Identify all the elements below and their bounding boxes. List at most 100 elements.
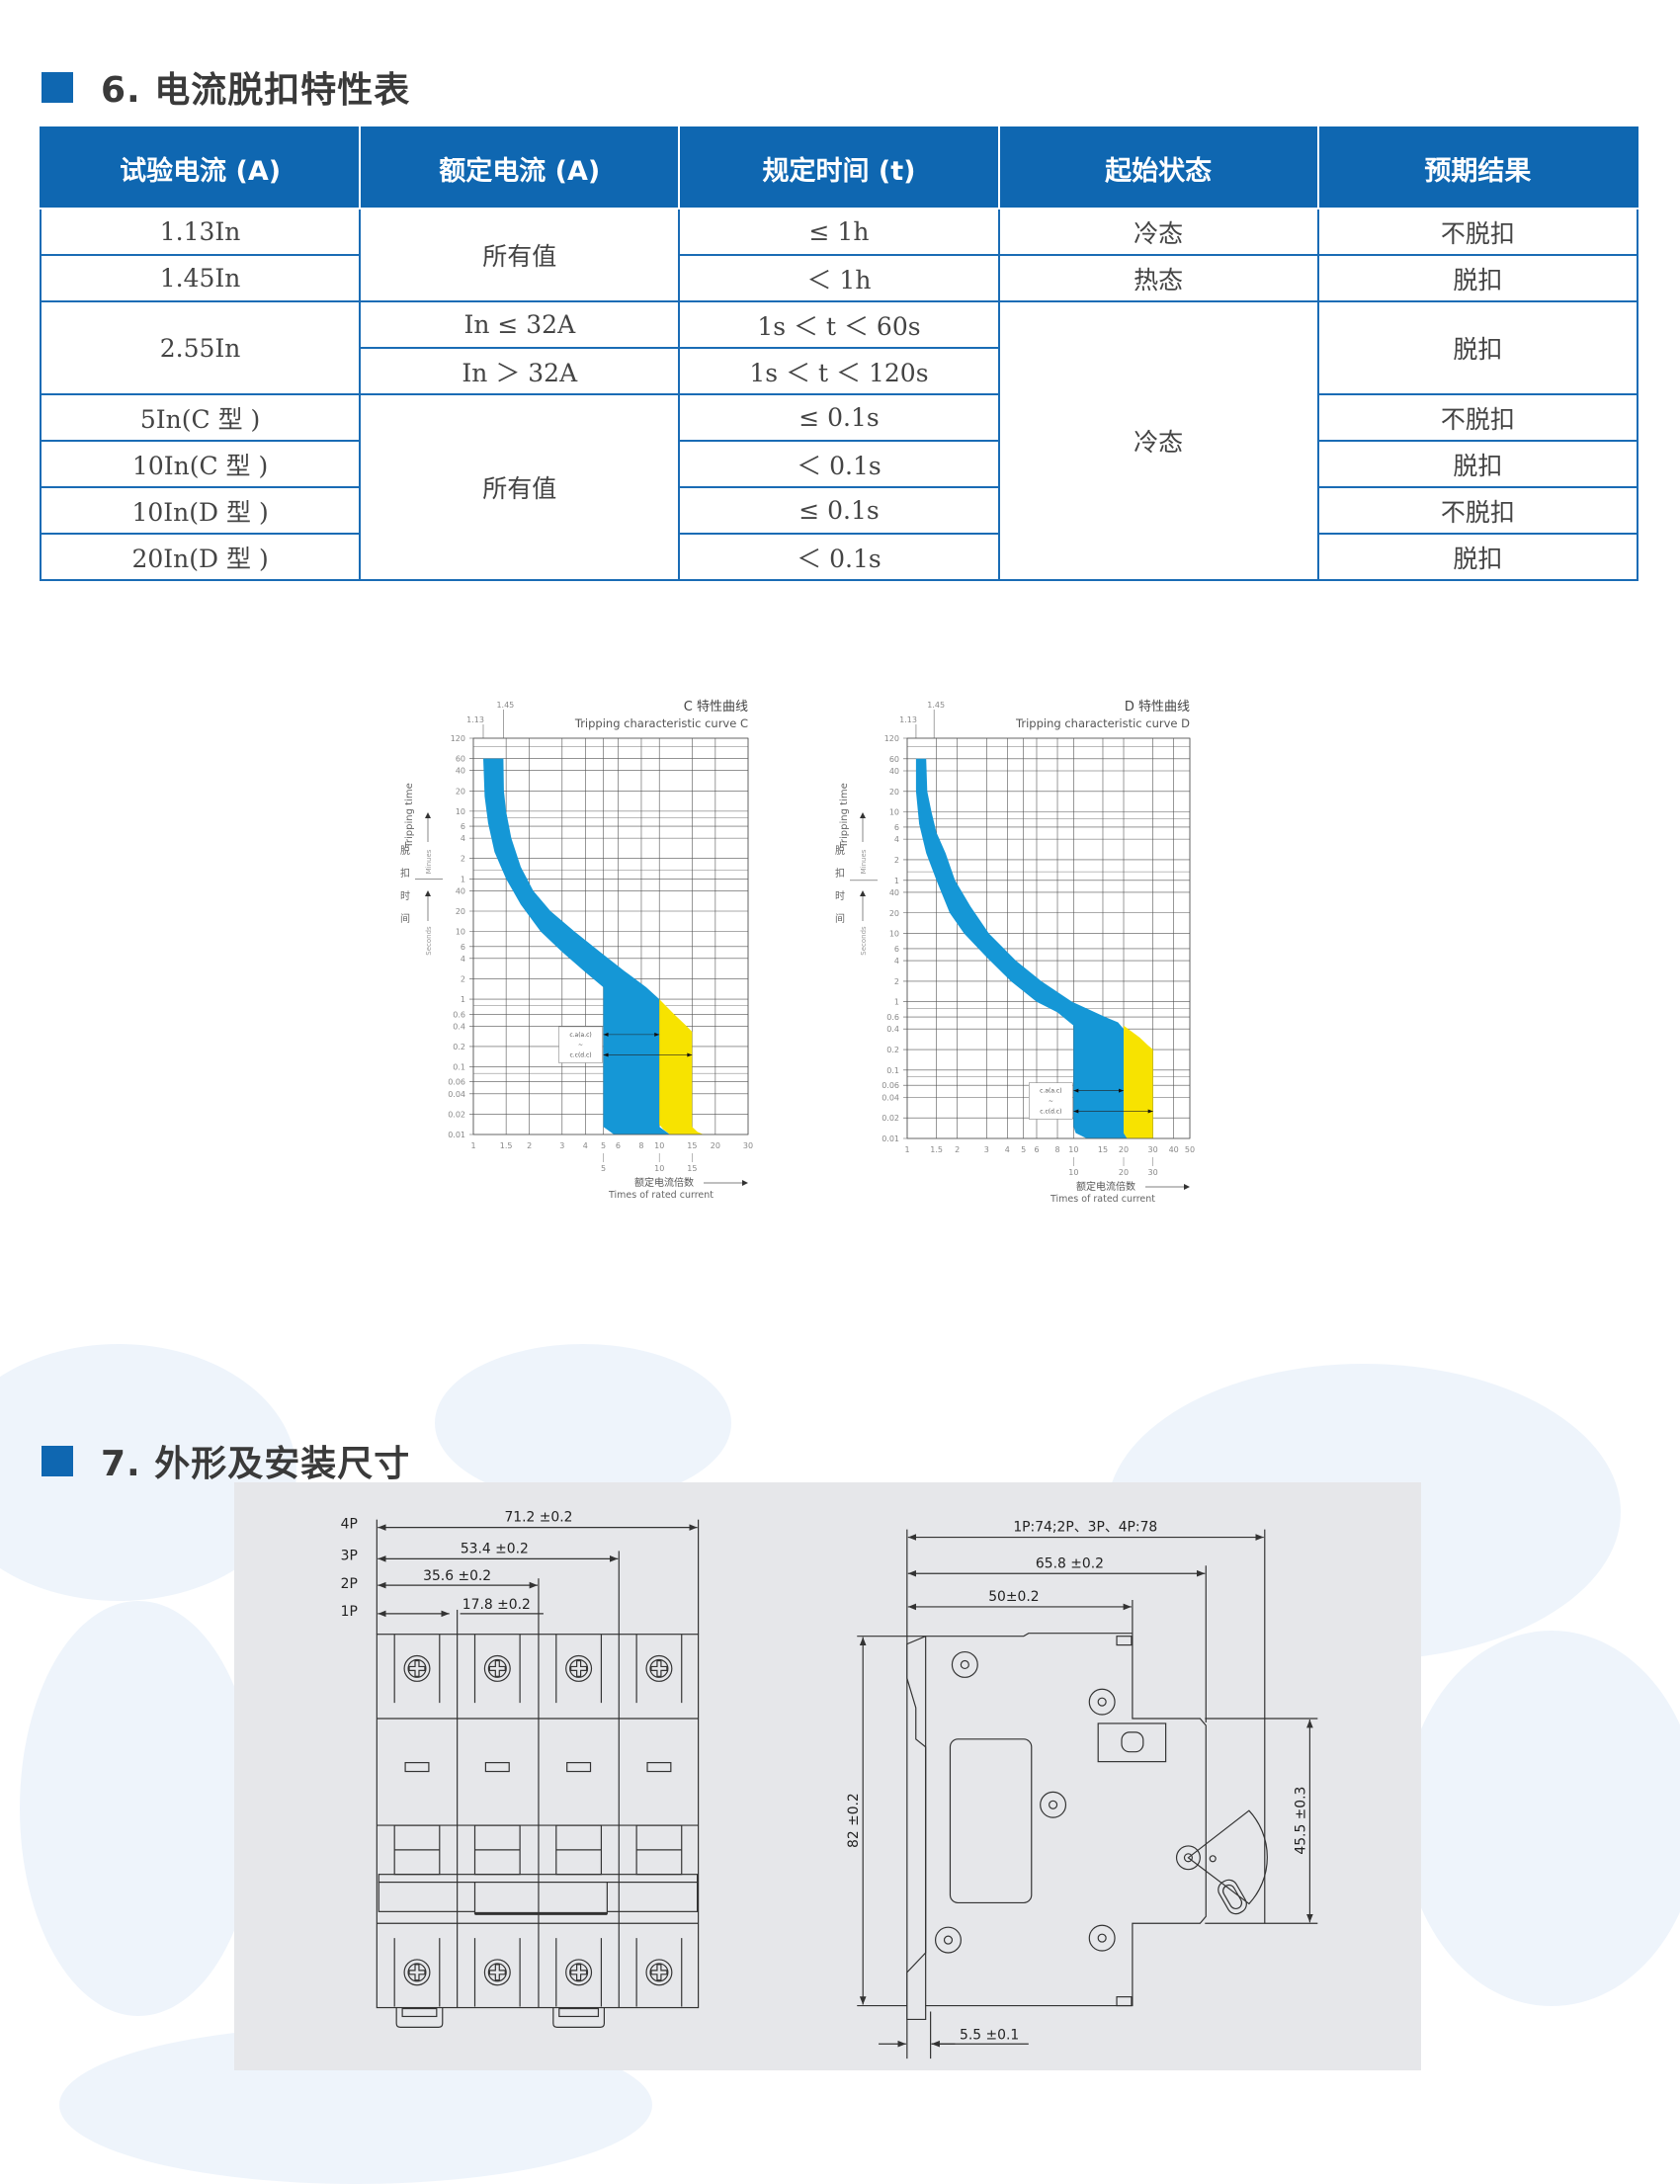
cell-result: 不脱扣 <box>1316 208 1639 256</box>
table-row: 1.45In ＜ 1h 热态 脱扣 <box>39 254 1639 302</box>
y-tick-label: 20 <box>889 909 899 918</box>
cell-test-current: 2.55In <box>39 300 362 395</box>
annotation-box <box>1029 1082 1073 1120</box>
marker-label: 1.13 <box>899 715 917 724</box>
y-tick-label: 2 <box>894 856 899 865</box>
height-label: 82 ±0.2 <box>846 1793 862 1848</box>
y-axis-label-cn: 脱 <box>400 844 410 857</box>
cell-state: 热态 <box>997 254 1319 302</box>
x-tick-label: 10 <box>1068 1145 1078 1154</box>
cell-rated-current: In ＞ 32A <box>359 347 681 395</box>
x-axis-label: Times of rated current <box>608 1190 714 1201</box>
x-tick-label: 3 <box>984 1145 989 1154</box>
width-1p: 17.8 ±0.2 <box>462 1597 531 1613</box>
terminal-screw-icon <box>403 1654 431 1682</box>
terminal-screw-icon <box>487 1658 507 1678</box>
x-secondary-tick-label: 30 <box>1148 1168 1158 1177</box>
side-dimension-labels: 1P:74;2P、3P、4P:78 65.8 ±0.2 50±0.2 82 ±0… <box>846 1520 1308 2044</box>
terminal-screw-icon <box>407 1658 427 1678</box>
table-row: 1.13In 所有值 ≤ 1h 冷态 不脱扣 <box>39 208 1639 302</box>
x-tick-label: 3 <box>559 1141 564 1150</box>
col-initial-state: 起始状态 <box>997 126 1319 210</box>
cell-time: ＜ 0.1s <box>678 440 1000 488</box>
plot-frame <box>472 737 749 1135</box>
table-row: 10In(C 型 ) ＜ 0.1s 脱扣 <box>39 440 1639 488</box>
y-tick-label: 4 <box>461 834 465 843</box>
y-tick-label: 0.2 <box>886 1046 899 1054</box>
y-tick-label: 40 <box>889 888 899 897</box>
terminal-screw-icon <box>649 1963 669 1982</box>
x-tick-label: 15 <box>1098 1145 1108 1154</box>
x-tick-label: 4 <box>1005 1145 1010 1154</box>
annotation-text: c.a(a.c) <box>569 1032 591 1039</box>
rail-clip-slot <box>401 2007 438 2018</box>
front-height-label: 45.5 ±0.3 <box>1293 1787 1308 1855</box>
annotation-text: c.c(d.c) <box>1040 1108 1061 1115</box>
x-tick-label: 5 <box>601 1141 606 1150</box>
screw-cross-icon <box>570 1659 588 1677</box>
x-tick-label: 1.5 <box>930 1145 943 1154</box>
label-2p: 2P <box>341 1576 358 1592</box>
heading-square-icon <box>42 1445 73 1476</box>
y-tick-label: 60 <box>889 755 899 764</box>
terminal-screw-icon <box>565 1959 593 1986</box>
x-tick-label: 6 <box>1034 1145 1039 1154</box>
arrow-left-icon <box>603 1052 609 1057</box>
x-tick-label: 15 <box>687 1141 697 1150</box>
screw-cross-icon <box>570 1964 588 1981</box>
screw-cross-icon <box>408 1659 426 1677</box>
y-tick-label: 6 <box>894 823 899 832</box>
x-tick-label: 20 <box>711 1141 720 1150</box>
dimension-drawing-panel: 4P 3P 2P 1P 71.2 ±0.2 53.4 ±0.2 35.6 ±0.… <box>234 1482 1421 2070</box>
label-4p: 4P <box>341 1517 358 1533</box>
chart-subtitle: Tripping characteristic curve C <box>574 716 748 730</box>
x-tick-label: 30 <box>1148 1145 1158 1154</box>
screw-cross-icon <box>488 1964 506 1981</box>
heading-square-icon <box>42 71 73 103</box>
y-tick-label: 60 <box>456 755 465 764</box>
x-secondary-tick-label: 15 <box>687 1164 697 1173</box>
y-tick-label: 40 <box>456 886 465 895</box>
tripping-band-blue <box>483 758 670 1134</box>
x-tick-label: 10 <box>654 1141 664 1150</box>
arrow-right-icon <box>1184 1184 1190 1190</box>
x-secondary-tick-label: 10 <box>654 1164 664 1173</box>
y-tick-label: 0.2 <box>453 1043 465 1051</box>
seconds-label: Seconds <box>425 926 433 956</box>
y-tick-label: 0.4 <box>886 1025 899 1034</box>
x-tick-label: 8 <box>638 1141 643 1150</box>
screw-cross-icon <box>408 1964 426 1981</box>
y-tick-label: 20 <box>456 787 465 796</box>
chart-title: D 特性曲线 <box>1125 700 1190 714</box>
arrow-up-icon <box>860 812 866 818</box>
width-4p: 71.2 ±0.2 <box>504 1510 572 1526</box>
arrow-left-icon <box>1073 1109 1079 1114</box>
breaker-side-view <box>906 1633 1268 2021</box>
cell-test-current: 1.13In <box>39 208 362 256</box>
annotation-text: ~ <box>578 1042 583 1049</box>
cell-result: 不脱扣 <box>1316 486 1639 535</box>
x-tick-label: 40 <box>1169 1145 1179 1154</box>
y-tick-label: 0.04 <box>448 1090 465 1099</box>
y-tick-label: 10 <box>456 928 465 937</box>
table-row: 20In(D 型 ) ＜ 0.1s 脱扣 <box>39 533 1639 581</box>
tripping-band-yellow <box>659 999 704 1134</box>
cell-rated-current: 所有值 <box>359 208 681 302</box>
y-tick-label: 2 <box>461 855 465 864</box>
front-dimension-lines <box>376 1519 700 1635</box>
y-tick-label: 10 <box>889 930 899 939</box>
col-rated-current: 额定电流 (A) <box>359 126 681 210</box>
cell-rated-current: In ≤ 32A <box>359 300 681 349</box>
rail-offset-label: 5.5 ±0.1 <box>960 2027 1019 2043</box>
table-row: 5In(C 型 ) 所有值 ≤ 0.1s 不脱扣 <box>39 393 1639 581</box>
cell-test-current: 10In(C 型 ) <box>39 440 362 488</box>
x-secondary-tick-label: 5 <box>601 1164 606 1173</box>
x-tick-label: 20 <box>1119 1145 1129 1154</box>
cell-test-current: 10In(D 型 ) <box>39 486 362 535</box>
y-tick-label: 6 <box>894 945 899 954</box>
marker-label: 1.13 <box>466 715 484 724</box>
cell-result: 脱扣 <box>1316 254 1639 302</box>
y-tick-label: 0.6 <box>453 1010 465 1019</box>
col-test-current: 试验电流 (A) <box>39 126 362 210</box>
y-tick-label: 10 <box>456 807 465 816</box>
